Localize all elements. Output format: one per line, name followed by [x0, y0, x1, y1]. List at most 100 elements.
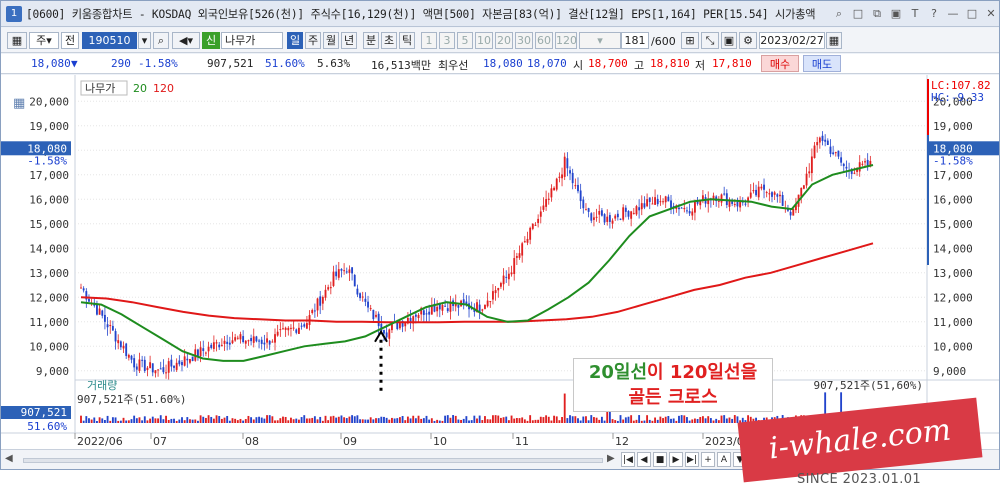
- volume-bar: [236, 420, 239, 423]
- candle-body: [175, 362, 178, 370]
- candle-body: [747, 197, 750, 203]
- candle-body: [824, 139, 827, 142]
- cascade-icon[interactable]: ⧉: [873, 6, 881, 20]
- candle-body: [563, 156, 566, 177]
- minute-1[interactable]: 1: [421, 32, 437, 49]
- save-icon[interactable]: ▣: [721, 32, 737, 49]
- volume-bar: [824, 392, 827, 423]
- scroll-left-icon[interactable]: ◀: [5, 453, 13, 464]
- volume-bar: [638, 415, 641, 423]
- chart-control-button[interactable]: A: [717, 452, 731, 467]
- candle-body: [662, 201, 664, 203]
- chart-control-button[interactable]: +: [701, 452, 715, 467]
- prev-select[interactable]: 전: [61, 32, 79, 49]
- minute-custom-select[interactable]: ▾: [579, 32, 621, 49]
- period-day[interactable]: 일: [287, 32, 303, 49]
- minute-3[interactable]: 3: [439, 32, 455, 49]
- candle-body: [274, 334, 276, 343]
- candle-body: [632, 212, 635, 214]
- help-icon[interactable]: ?: [931, 6, 937, 20]
- candle-body: [359, 293, 361, 299]
- close-icon[interactable]: ✕: [986, 6, 996, 20]
- chart-control-button[interactable]: ◀: [637, 452, 651, 467]
- minute-30[interactable]: 30: [515, 32, 533, 49]
- volume-bar: [486, 419, 489, 423]
- scroll-track[interactable]: [23, 458, 603, 463]
- candle-body: [598, 211, 601, 215]
- minute-10[interactable]: 10: [475, 32, 493, 49]
- date-input[interactable]: 2023/02/27: [759, 32, 825, 49]
- layout-icon[interactable]: □: [852, 6, 864, 20]
- minute-20[interactable]: 20: [495, 32, 513, 49]
- volume-bar: [840, 392, 843, 423]
- minimize-icon[interactable]: —: [947, 6, 959, 20]
- chart-type-select[interactable]: 주▾: [29, 32, 59, 49]
- period-tick[interactable]: 틱: [399, 32, 415, 49]
- period-year[interactable]: 년: [341, 32, 357, 49]
- buy-button[interactable]: 매수: [761, 55, 799, 72]
- candle-body: [553, 187, 556, 191]
- chart-control-button[interactable]: |◀: [621, 452, 635, 467]
- volume-bar: [284, 416, 287, 423]
- settings-icon[interactable]: ⊞: [681, 32, 699, 49]
- volume-bar: [414, 418, 417, 423]
- volume-bar: [93, 417, 96, 423]
- candle-body: [736, 201, 739, 207]
- stock-name-field[interactable]: 나무가: [221, 32, 283, 49]
- candle-body: [683, 207, 686, 210]
- code-dropdown-icon[interactable]: ▾: [138, 32, 151, 49]
- candle-body: [869, 160, 872, 167]
- minute-60[interactable]: 60: [535, 32, 553, 49]
- candle-body: [515, 256, 518, 258]
- candle-body: [151, 363, 154, 373]
- candle-body: [109, 325, 112, 327]
- candle-body: [611, 220, 614, 224]
- volume-bar: [223, 417, 226, 423]
- sound-icon[interactable]: ◀▾: [172, 32, 200, 49]
- down-arrow-icon: ▼: [71, 57, 78, 70]
- split-icon[interactable]: ▣: [890, 6, 902, 20]
- candle-body: [255, 336, 258, 342]
- chart-control-button[interactable]: ▶: [669, 452, 683, 467]
- minute-120[interactable]: 120: [555, 32, 577, 49]
- search-stock-icon[interactable]: ⌕: [153, 32, 169, 49]
- candle-body: [731, 201, 734, 204]
- text-icon[interactable]: T: [911, 6, 919, 20]
- volume-bar: [680, 415, 683, 423]
- candle-body: [712, 195, 715, 200]
- chart-control-button[interactable]: ▶|: [685, 452, 699, 467]
- candle-body: [244, 340, 247, 344]
- count-input[interactable]: 181: [621, 32, 649, 49]
- candle-body: [398, 323, 401, 329]
- gear-icon[interactable]: ⚙: [739, 32, 757, 49]
- maximize-icon[interactable]: □: [966, 6, 978, 20]
- candle-body: [558, 176, 561, 178]
- volume-bar: [518, 418, 521, 423]
- chart-control-button[interactable]: ■: [653, 452, 667, 467]
- volume-bar: [234, 418, 237, 423]
- scroll-right-icon[interactable]: ▶: [607, 453, 615, 464]
- period-month[interactable]: 월: [323, 32, 339, 49]
- candle-body: [340, 268, 343, 271]
- volume-bar: [728, 417, 731, 423]
- volume-bar: [266, 415, 268, 423]
- volume-bar: [454, 415, 457, 423]
- candle-body: [569, 170, 571, 174]
- candle-body: [157, 369, 160, 371]
- stock-code-input[interactable]: 190510: [82, 32, 137, 49]
- y-tick-label-right: 15,000: [933, 218, 973, 231]
- period-minute[interactable]: 분: [363, 32, 379, 49]
- candle-body: [834, 152, 837, 154]
- volume-bar: [130, 419, 133, 423]
- search-icon[interactable]: ⌕: [835, 6, 843, 20]
- period-second[interactable]: 초: [381, 32, 397, 49]
- candle-body: [768, 193, 771, 195]
- calendar-icon[interactable]: ▦: [826, 32, 842, 49]
- grid-icon[interactable]: ▦: [7, 32, 27, 49]
- period-week[interactable]: 주: [305, 32, 321, 49]
- sell-button[interactable]: 매도: [803, 55, 841, 72]
- crosshair-icon[interactable]: ⤡: [701, 32, 719, 49]
- minute-5[interactable]: 5: [457, 32, 473, 49]
- candle-body: [656, 198, 659, 205]
- volume-bar: [579, 420, 582, 423]
